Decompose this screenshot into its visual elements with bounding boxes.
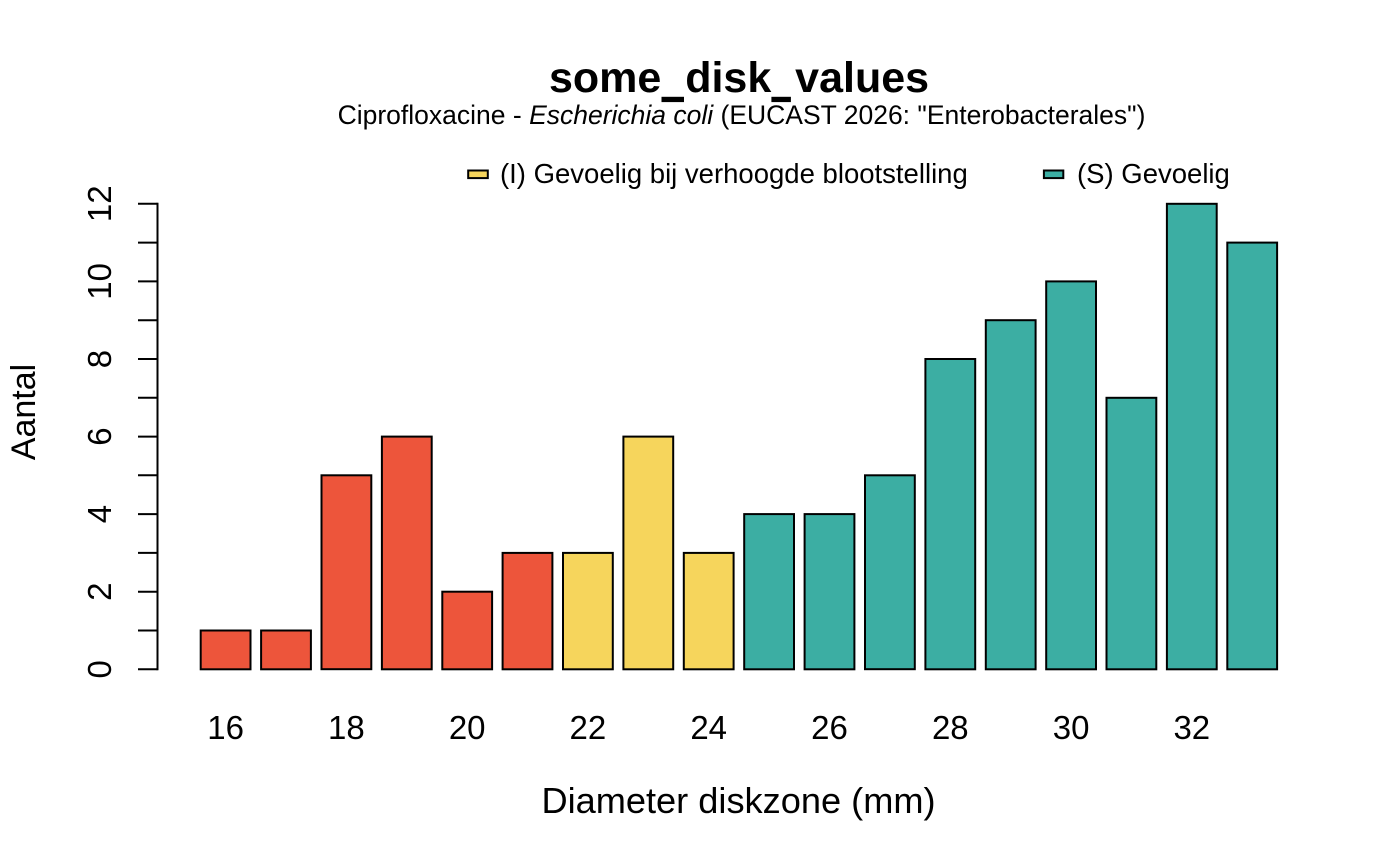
svg-text:20: 20 bbox=[449, 709, 486, 746]
svg-text:4: 4 bbox=[81, 505, 118, 523]
svg-text:2: 2 bbox=[81, 583, 118, 601]
svg-text:Aantal: Aantal bbox=[5, 364, 43, 460]
svg-text:8: 8 bbox=[81, 350, 118, 368]
svg-text:0: 0 bbox=[81, 660, 118, 678]
svg-text:32: 32 bbox=[1173, 709, 1210, 746]
svg-text:30: 30 bbox=[1053, 709, 1090, 746]
svg-text:12: 12 bbox=[81, 185, 118, 222]
svg-text:24: 24 bbox=[690, 709, 727, 746]
svg-text:26: 26 bbox=[811, 709, 848, 746]
svg-text:Ciprofloxacine - Escherichia c: Ciprofloxacine - Escherichia coli (EUCAS… bbox=[338, 100, 1146, 130]
svg-text:18: 18 bbox=[328, 709, 365, 746]
svg-text:28: 28 bbox=[932, 709, 969, 746]
svg-text:(I) Gevoelig bij verhoogde blo: (I) Gevoelig bij verhoogde blootstelling bbox=[500, 158, 968, 189]
svg-text:22: 22 bbox=[570, 709, 607, 746]
svg-text:Diameter diskzone (mm): Diameter diskzone (mm) bbox=[541, 780, 935, 821]
svg-text:some_disk_values: some_disk_values bbox=[549, 54, 929, 102]
svg-text:6: 6 bbox=[81, 427, 118, 445]
svg-text:10: 10 bbox=[81, 263, 118, 300]
svg-text:16: 16 bbox=[207, 709, 244, 746]
svg-text:(S) Gevoelig: (S) Gevoelig bbox=[1077, 158, 1230, 189]
